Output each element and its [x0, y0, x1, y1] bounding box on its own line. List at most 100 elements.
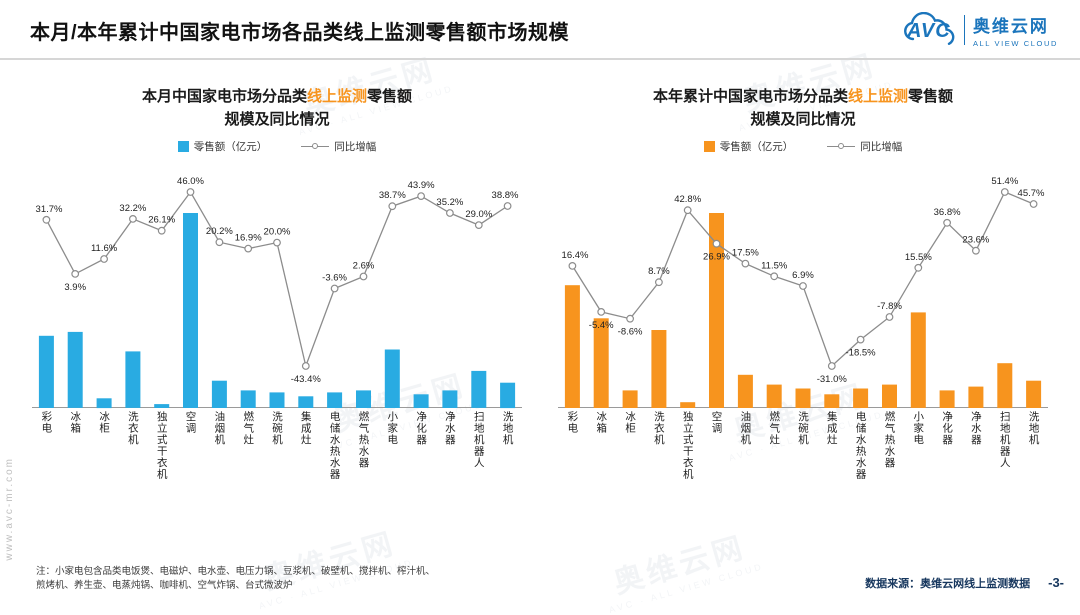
category-label-洗地机: 洗地机 — [1027, 411, 1040, 446]
chart-panel-monthly: 本月中国家电市场分品类线上监测零售额 规模及同比情况 零售额（亿元） 同比增幅 … — [32, 86, 522, 506]
bar-净化器 — [413, 394, 429, 408]
line-point-净化器 — [417, 192, 426, 200]
pct-label-净水器: 35.2% — [436, 197, 463, 208]
bar-燃气灶 — [240, 390, 256, 408]
pct-label-冰箱: -5.4% — [589, 320, 614, 331]
pct-label-彩电: 31.7% — [36, 204, 63, 215]
bar-空调 — [183, 213, 198, 408]
category-label-空调: 空调 — [710, 411, 723, 434]
category-label-燃气热水器: 燃气热水器 — [883, 411, 896, 469]
category-label-净水器: 净水器 — [443, 411, 456, 446]
line-point-冰箱 — [71, 269, 80, 278]
bar-独立式干衣机 — [154, 404, 170, 408]
bar-燃气热水器 — [356, 390, 371, 408]
line-point-集成灶 — [301, 362, 310, 370]
line-point-冰柜 — [100, 255, 108, 263]
pct-label-冰柜: 11.6% — [91, 243, 118, 254]
bar-洗碗机 — [795, 388, 811, 408]
category-label-净水器: 净水器 — [969, 411, 982, 446]
bar-彩电 — [564, 285, 580, 408]
logo-separator — [963, 15, 965, 45]
category-label-洗衣机: 洗衣机 — [652, 411, 665, 446]
line-point-空调 — [712, 239, 721, 248]
yoy-growth-line — [45, 190, 508, 369]
bar-净水器 — [968, 386, 984, 408]
category-label-独立式干衣机: 独立式干衣机 — [681, 411, 694, 480]
line-point-独立式干衣机 — [157, 226, 166, 235]
pct-label-冰柜: -8.6% — [618, 327, 643, 338]
watermark: 奥维云网 AVC · ALL VIEW CLOUD — [257, 526, 415, 612]
pct-label-空调: 26.9% — [703, 252, 730, 263]
line-point-燃气灶 — [244, 244, 253, 253]
pct-label-洗地机: 45.7% — [1018, 188, 1045, 199]
category-label-冰箱: 冰箱 — [595, 411, 608, 434]
category-label-洗碗机: 洗碗机 — [271, 411, 283, 446]
pct-label-燃气热水器: 2.6% — [353, 261, 375, 272]
pct-label-净水器: 23.6% — [962, 235, 989, 246]
legend-monthly: 零售额（亿元） 同比增幅 — [32, 139, 522, 154]
bar-冰箱 — [67, 331, 83, 408]
category-label-洗碗机: 洗碗机 — [797, 411, 809, 446]
line-point-独立式干衣机 — [683, 206, 692, 215]
line-point-燃气热水器 — [359, 272, 368, 281]
pct-label-洗碗机: 6.9% — [792, 270, 814, 281]
chart-title-suffix: 零售额 — [367, 88, 413, 105]
chart-panel-ytd: 本年累计中国家电市场分品类线上监测零售额 规模及同比情况 零售额（亿元） 同比增… — [558, 86, 1048, 506]
bar-swatch — [177, 141, 189, 152]
chart-title-ytd: 本年累计中国家电市场分品类线上监测零售额 规模及同比情况 — [558, 86, 1048, 131]
logo-tagline: ALL VIEW CLOUD — [972, 39, 1058, 48]
data-source: 数据来源：奥维云网线上监测数据 — [865, 578, 1031, 590]
line-point-电储水热水器 — [330, 284, 339, 293]
chart-title-prefix: 本年累计中国家电市场分品类 — [652, 88, 848, 105]
line-point-净化器 — [943, 218, 952, 227]
pct-label-扫地机器人: 51.4% — [991, 176, 1018, 187]
bar-冰柜 — [96, 398, 112, 409]
footer-right: 数据来源：奥维云网线上监测数据 -3- — [865, 575, 1064, 591]
line-point-油烟机 — [215, 238, 224, 247]
bar-小家电 — [910, 312, 926, 408]
line-point-电储水热水器 — [856, 335, 865, 344]
avc-logo: AVC 奥维云网 ALL VIEW CLOUD — [900, 12, 1058, 48]
pct-label-燃气热水器: -7.8% — [877, 301, 902, 312]
category-label-洗地机: 洗地机 — [501, 411, 514, 446]
pct-label-电储水热水器: -18.5% — [846, 348, 877, 359]
legend-line-label: 同比增幅 — [860, 141, 903, 153]
legend-line-item: 同比增幅 — [827, 139, 902, 154]
bar-彩电 — [38, 335, 54, 408]
line-point-净水器 — [972, 246, 980, 255]
pct-label-空调: 46.0% — [177, 176, 204, 187]
category-label-小家电: 小家电 — [386, 411, 399, 446]
line-swatch — [827, 143, 856, 149]
category-label-扫地机器人: 扫地机器人 — [998, 411, 1011, 469]
bar-燃气热水器 — [882, 384, 897, 408]
logo-text: 奥维云网 ALL VIEW CLOUD — [973, 12, 1058, 48]
charts-container: 本月中国家电市场分品类线上监测零售额 规模及同比情况 零售额（亿元） 同比增幅 … — [0, 60, 1080, 506]
pct-label-油烟机: 17.5% — [732, 248, 759, 259]
chart-title-highlight: 线上监测 — [306, 88, 367, 105]
pct-label-油烟机: 20.2% — [206, 226, 233, 237]
chart-title-line2: 规模及同比情况 — [750, 110, 856, 128]
website-url: www.avc-mr.com — [4, 457, 15, 561]
line-point-洗碗机 — [799, 282, 807, 290]
line-point-洗衣机 — [654, 278, 663, 287]
bar-油烟机 — [211, 380, 227, 408]
bar-空调 — [709, 213, 724, 408]
line-point-冰箱 — [597, 307, 606, 316]
line-point-净水器 — [446, 209, 454, 217]
pct-label-集成灶: -31.0% — [817, 374, 848, 385]
pct-label-净化器: 43.9% — [408, 180, 435, 191]
bar-集成灶 — [298, 396, 314, 408]
category-label-油烟机: 油烟机 — [213, 411, 226, 446]
pct-label-净化器: 36.8% — [934, 207, 961, 218]
category-label-集成灶: 集成灶 — [299, 411, 312, 446]
bar-洗衣机 — [125, 351, 141, 408]
line-point-洗地机 — [503, 202, 512, 210]
line-point-冰柜 — [626, 314, 634, 323]
category-label-冰箱: 冰箱 — [69, 411, 82, 434]
legend-bar-item: 零售额（亿元） — [177, 139, 268, 154]
category-label-彩电: 彩电 — [40, 411, 53, 434]
line-point-油烟机 — [741, 259, 750, 268]
bar-冰箱 — [593, 318, 609, 408]
legend-bar-label: 零售额（亿元） — [193, 141, 268, 153]
pct-label-洗衣机: 8.7% — [648, 266, 670, 277]
